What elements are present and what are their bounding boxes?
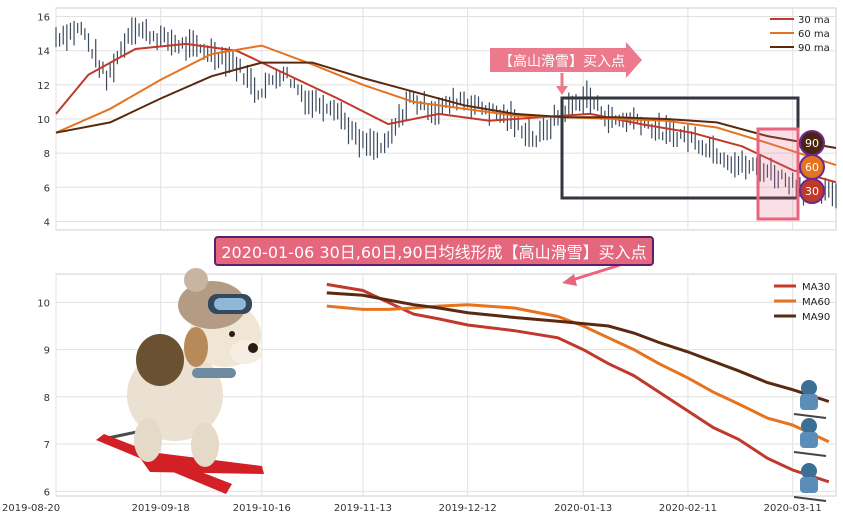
dog-eye bbox=[229, 331, 235, 337]
badge-90-label: 90 bbox=[805, 137, 819, 150]
signal-banner: 2020-01-06 30日,60日,90日均线形成【高山滑雪】买入点 bbox=[214, 236, 654, 266]
skier-ski-middle bbox=[793, 451, 827, 457]
top-legend-label-90: 90 ma bbox=[798, 43, 830, 54]
skier-body-bottom bbox=[800, 477, 818, 493]
bottom-legend-label-ma90: MA90 bbox=[802, 312, 830, 323]
bottom-grid bbox=[55, 274, 836, 496]
skier-head-top bbox=[801, 380, 817, 396]
banner-pointer-line bbox=[571, 263, 621, 282]
dog-nose bbox=[248, 343, 258, 353]
banner-pointer-head bbox=[562, 274, 577, 286]
skier-ski-bottom bbox=[793, 496, 827, 502]
banner-pointer bbox=[562, 263, 621, 286]
top-legend-label-30: 30 ma bbox=[798, 15, 830, 26]
top-y-tick-label: 14 bbox=[37, 47, 50, 58]
bottom-x-tick-label: 2020-01-13 bbox=[554, 503, 612, 514]
skier-figure-middle bbox=[793, 418, 827, 457]
top-legend-label-60: 60 ma bbox=[798, 29, 830, 40]
skier-figure-bottom bbox=[793, 463, 827, 502]
top-ma-lines bbox=[55, 42, 837, 184]
top-y-tick-label: 6 bbox=[44, 183, 50, 194]
dog-snout bbox=[230, 340, 262, 364]
beanie-pompom bbox=[184, 268, 208, 292]
top-y-tick-label: 10 bbox=[37, 115, 50, 126]
skiing-dog-illustration bbox=[96, 268, 264, 494]
badge-60-label: 60 bbox=[805, 161, 819, 174]
current-zone-box bbox=[756, 127, 800, 221]
bottom-ma-lines bbox=[326, 282, 830, 484]
skier-ski-top bbox=[793, 413, 827, 419]
top-y-tick-label: 12 bbox=[37, 81, 50, 92]
bottom-y-tick-label: 7 bbox=[44, 440, 50, 451]
bottom-legend: MA30 MA60 MA90 bbox=[774, 282, 830, 323]
top-chart: 4 6 8 10 12 14 16 【高山滑雪】买入点 90 60 30 30 ma 60 … bbox=[37, 7, 837, 231]
top-y-tick-label: 16 bbox=[37, 13, 50, 24]
badge-30-circle bbox=[799, 178, 825, 204]
skier-figure-top bbox=[793, 380, 827, 419]
top-y-tick-label: 4 bbox=[44, 217, 50, 228]
bottom-line-MA60 bbox=[326, 303, 830, 444]
top-line-60-ma bbox=[55, 44, 837, 167]
bottom-y-tick-label: 6 bbox=[44, 487, 50, 498]
top-line-90-ma bbox=[55, 61, 837, 149]
bottom-line-MA30 bbox=[326, 282, 830, 484]
bottom-x-tick-label: 2019-10-16 bbox=[233, 503, 291, 514]
top-y-ticks: 4 6 8 10 12 14 16 bbox=[37, 13, 50, 229]
bottom-line-MA90 bbox=[326, 291, 830, 403]
bottom-y-tick-label: 8 bbox=[44, 393, 50, 404]
callout-arrow: 【高山滑雪】买入点 bbox=[490, 42, 642, 95]
callout-pointer-head bbox=[556, 86, 568, 95]
bottom-legend-label-ma30: MA30 bbox=[802, 282, 830, 293]
top-legend: 30 ma 60 ma 90 ma bbox=[770, 15, 830, 54]
backpack bbox=[136, 334, 184, 386]
skier-body-middle bbox=[800, 432, 818, 448]
bottom-x-ticks: 2019-08-20 2019-09-18 2019-10-16 2019-11-13… bbox=[2, 503, 822, 514]
badge-30-label: 30 bbox=[805, 185, 819, 198]
top-line-30-ma bbox=[55, 42, 837, 184]
dog-ear bbox=[184, 327, 208, 367]
dog-leg-back bbox=[134, 418, 162, 462]
dog-leg-front bbox=[191, 423, 219, 467]
bottom-x-tick-label: 2019-11-13 bbox=[334, 503, 392, 514]
bottom-y-tick-label: 10 bbox=[37, 298, 50, 309]
bottom-y-ticks: 6 7 8 9 10 bbox=[37, 298, 50, 498]
callout-label: 【高山滑雪】买入点 bbox=[499, 53, 625, 70]
bottom-x-tick-label: 2019-09-18 bbox=[132, 503, 190, 514]
bottom-y-tick-label: 9 bbox=[44, 346, 50, 357]
callout-arrow-shape bbox=[490, 42, 642, 78]
bottom-x-tick-label: 2020-03-11 bbox=[764, 503, 822, 514]
top-y-tick-label: 8 bbox=[44, 149, 50, 160]
skier-body-top bbox=[800, 394, 818, 410]
ma-badges: 90 60 30 bbox=[799, 130, 825, 204]
bottom-legend-label-ma60: MA60 bbox=[802, 297, 830, 308]
bottom-x-tick-label: 2019-12-12 bbox=[439, 503, 497, 514]
bottom-x-tick-label: 2019-08-20 bbox=[2, 503, 60, 514]
skier-head-bottom bbox=[801, 463, 817, 479]
bottom-x-tick-label: 2020-02-11 bbox=[659, 503, 717, 514]
scarf bbox=[192, 368, 236, 378]
skier-head-middle bbox=[801, 418, 817, 434]
goggles-lens bbox=[214, 298, 246, 310]
